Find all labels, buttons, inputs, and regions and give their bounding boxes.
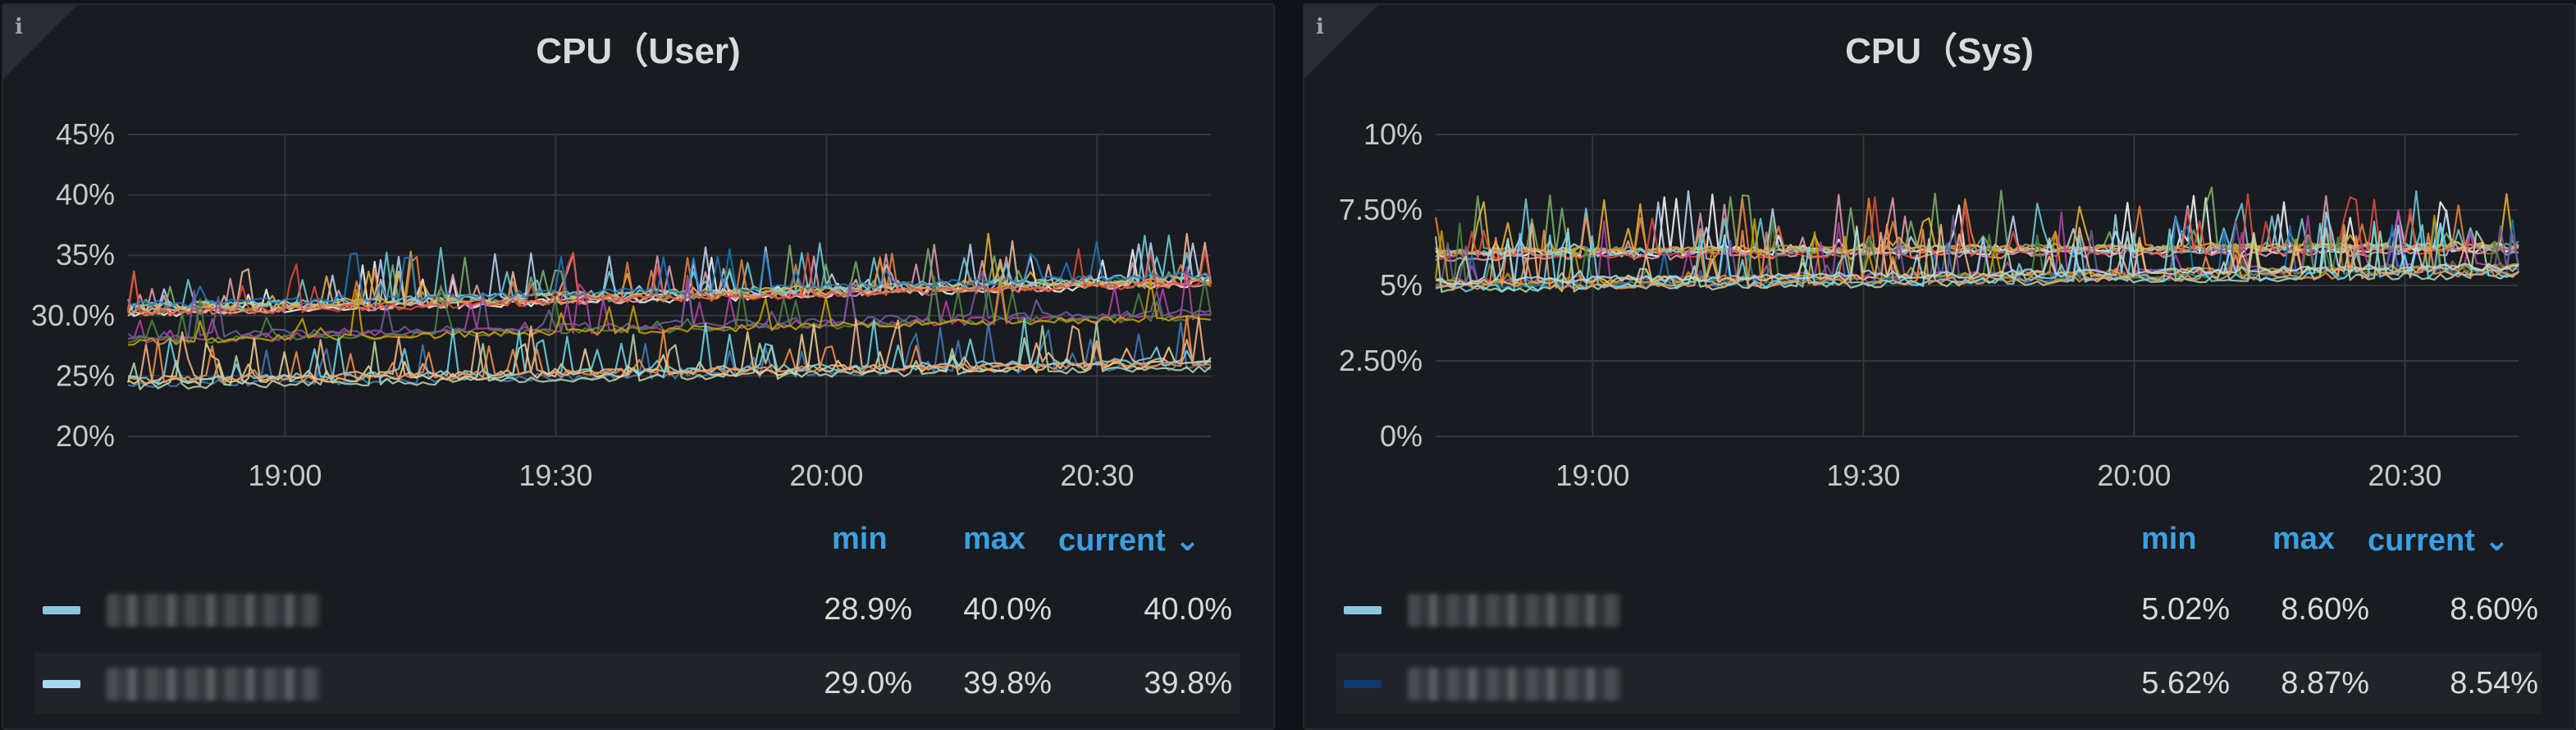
legend-current-header[interactable]: current ⌄	[2368, 523, 2510, 558]
series-name-redacted[interactable]	[1408, 594, 1621, 627]
legend-max-value: 40.0%	[963, 592, 1052, 627]
series-line[interactable]	[1435, 193, 2519, 261]
panel-title[interactable]: CPU（Sys)	[1845, 31, 2034, 71]
series-line[interactable]	[1435, 223, 2519, 291]
y-tick-label: 40%	[56, 178, 115, 212]
series-line[interactable]	[127, 276, 1212, 346]
legend-max-value: 8.60%	[2281, 592, 2369, 627]
series-swatch[interactable]	[1344, 680, 1382, 688]
y-tick-label: 45%	[56, 117, 115, 151]
y-tick-label: 5%	[1380, 268, 1423, 302]
x-tick-label: 20:30	[2368, 459, 2441, 492]
y-tick-label: 0%	[1380, 419, 1423, 453]
legend-min-value: 5.02%	[2141, 592, 2230, 627]
legend-max-value: 8.87%	[2281, 666, 2369, 700]
y-tick-label: 25%	[56, 358, 115, 392]
legend-min-header[interactable]: min	[2141, 522, 2197, 556]
series-line[interactable]	[1435, 211, 2519, 285]
series-swatch[interactable]	[43, 680, 80, 688]
series-line[interactable]	[127, 317, 1212, 383]
legend-row[interactable]: 28.9% 40.0% 40.0%	[34, 579, 1240, 640]
legend-max-header[interactable]: max	[2272, 522, 2336, 556]
legend-current-value: 39.8%	[1144, 666, 1232, 700]
legend-row[interactable]: 5.02% 8.60% 8.60%	[1336, 579, 2542, 640]
cpu-sys-panel: i CPU（Sys) 10% 7.50% 5% 2.50% 0% 19:00 19:30 20…	[1303, 3, 2576, 730]
y-tick-label: 30.0%	[31, 299, 115, 332]
legend-row[interactable]: 5.62% 8.87% 8.54%	[1336, 653, 2542, 714]
y-tick-label: 20%	[56, 419, 115, 453]
cpu-user-panel: i CPU（User) 45% 40% 35% 30.0% 25% 20% 19:00 19:…	[2, 3, 1275, 730]
panel-title[interactable]: CPU（User)	[536, 31, 741, 71]
info-icon[interactable]: i	[15, 15, 23, 39]
y-tick-label: 10%	[1363, 117, 1423, 151]
x-tick-label: 19:00	[1555, 459, 1629, 492]
panel-info-corner[interactable]	[1304, 5, 1378, 79]
info-icon[interactable]: i	[1316, 15, 1324, 39]
series-name-redacted[interactable]	[107, 594, 320, 627]
series-swatch[interactable]	[43, 606, 80, 614]
series-name-redacted[interactable]	[107, 668, 320, 700]
series-name-redacted[interactable]	[1408, 668, 1621, 700]
legend-current-header[interactable]: current ⌄	[1058, 523, 1201, 558]
legend-current-value: 8.54%	[2450, 666, 2538, 700]
y-tick-label: 7.50%	[1339, 193, 1423, 226]
legend-current-value: 40.0%	[1144, 592, 1232, 627]
legend-max-value: 39.8%	[963, 666, 1052, 700]
x-tick-label: 20:00	[2097, 459, 2171, 492]
series-line[interactable]	[126, 248, 1213, 316]
x-tick-label: 20:30	[1060, 459, 1134, 492]
x-tick-label: 20:00	[789, 459, 863, 492]
legend-row[interactable]: 29.0% 39.8% 39.8%	[34, 653, 1240, 714]
series-swatch[interactable]	[1344, 606, 1382, 614]
legend-current-value: 8.60%	[2450, 592, 2538, 627]
legend-min-header[interactable]: min	[832, 522, 888, 556]
legend-min-value: 29.0%	[824, 666, 912, 700]
series-line[interactable]	[1435, 223, 2519, 288]
x-tick-label: 19:00	[248, 459, 322, 492]
series-line[interactable]	[127, 240, 1212, 309]
legend-min-value: 28.9%	[824, 592, 912, 627]
x-tick-label: 19:30	[1826, 459, 1900, 492]
panel-info-corner[interactable]	[3, 5, 77, 79]
cpu-sys-chart: 10% 7.50% 5% 2.50% 0% 19:00 19:30 20:00 20:30	[1339, 117, 2520, 492]
cpu-user-chart: 45% 40% 35% 30.0% 25% 20% 19:00 19:30 20:00 20:30	[31, 117, 1213, 492]
legend-max-header[interactable]: max	[963, 522, 1026, 556]
legend-min-value: 5.62%	[2141, 666, 2230, 700]
y-tick-label: 2.50%	[1339, 344, 1423, 377]
y-tick-label: 35%	[56, 238, 115, 271]
x-tick-label: 19:30	[518, 459, 592, 492]
series-line[interactable]	[1435, 220, 2519, 293]
series-line[interactable]	[127, 315, 1212, 385]
